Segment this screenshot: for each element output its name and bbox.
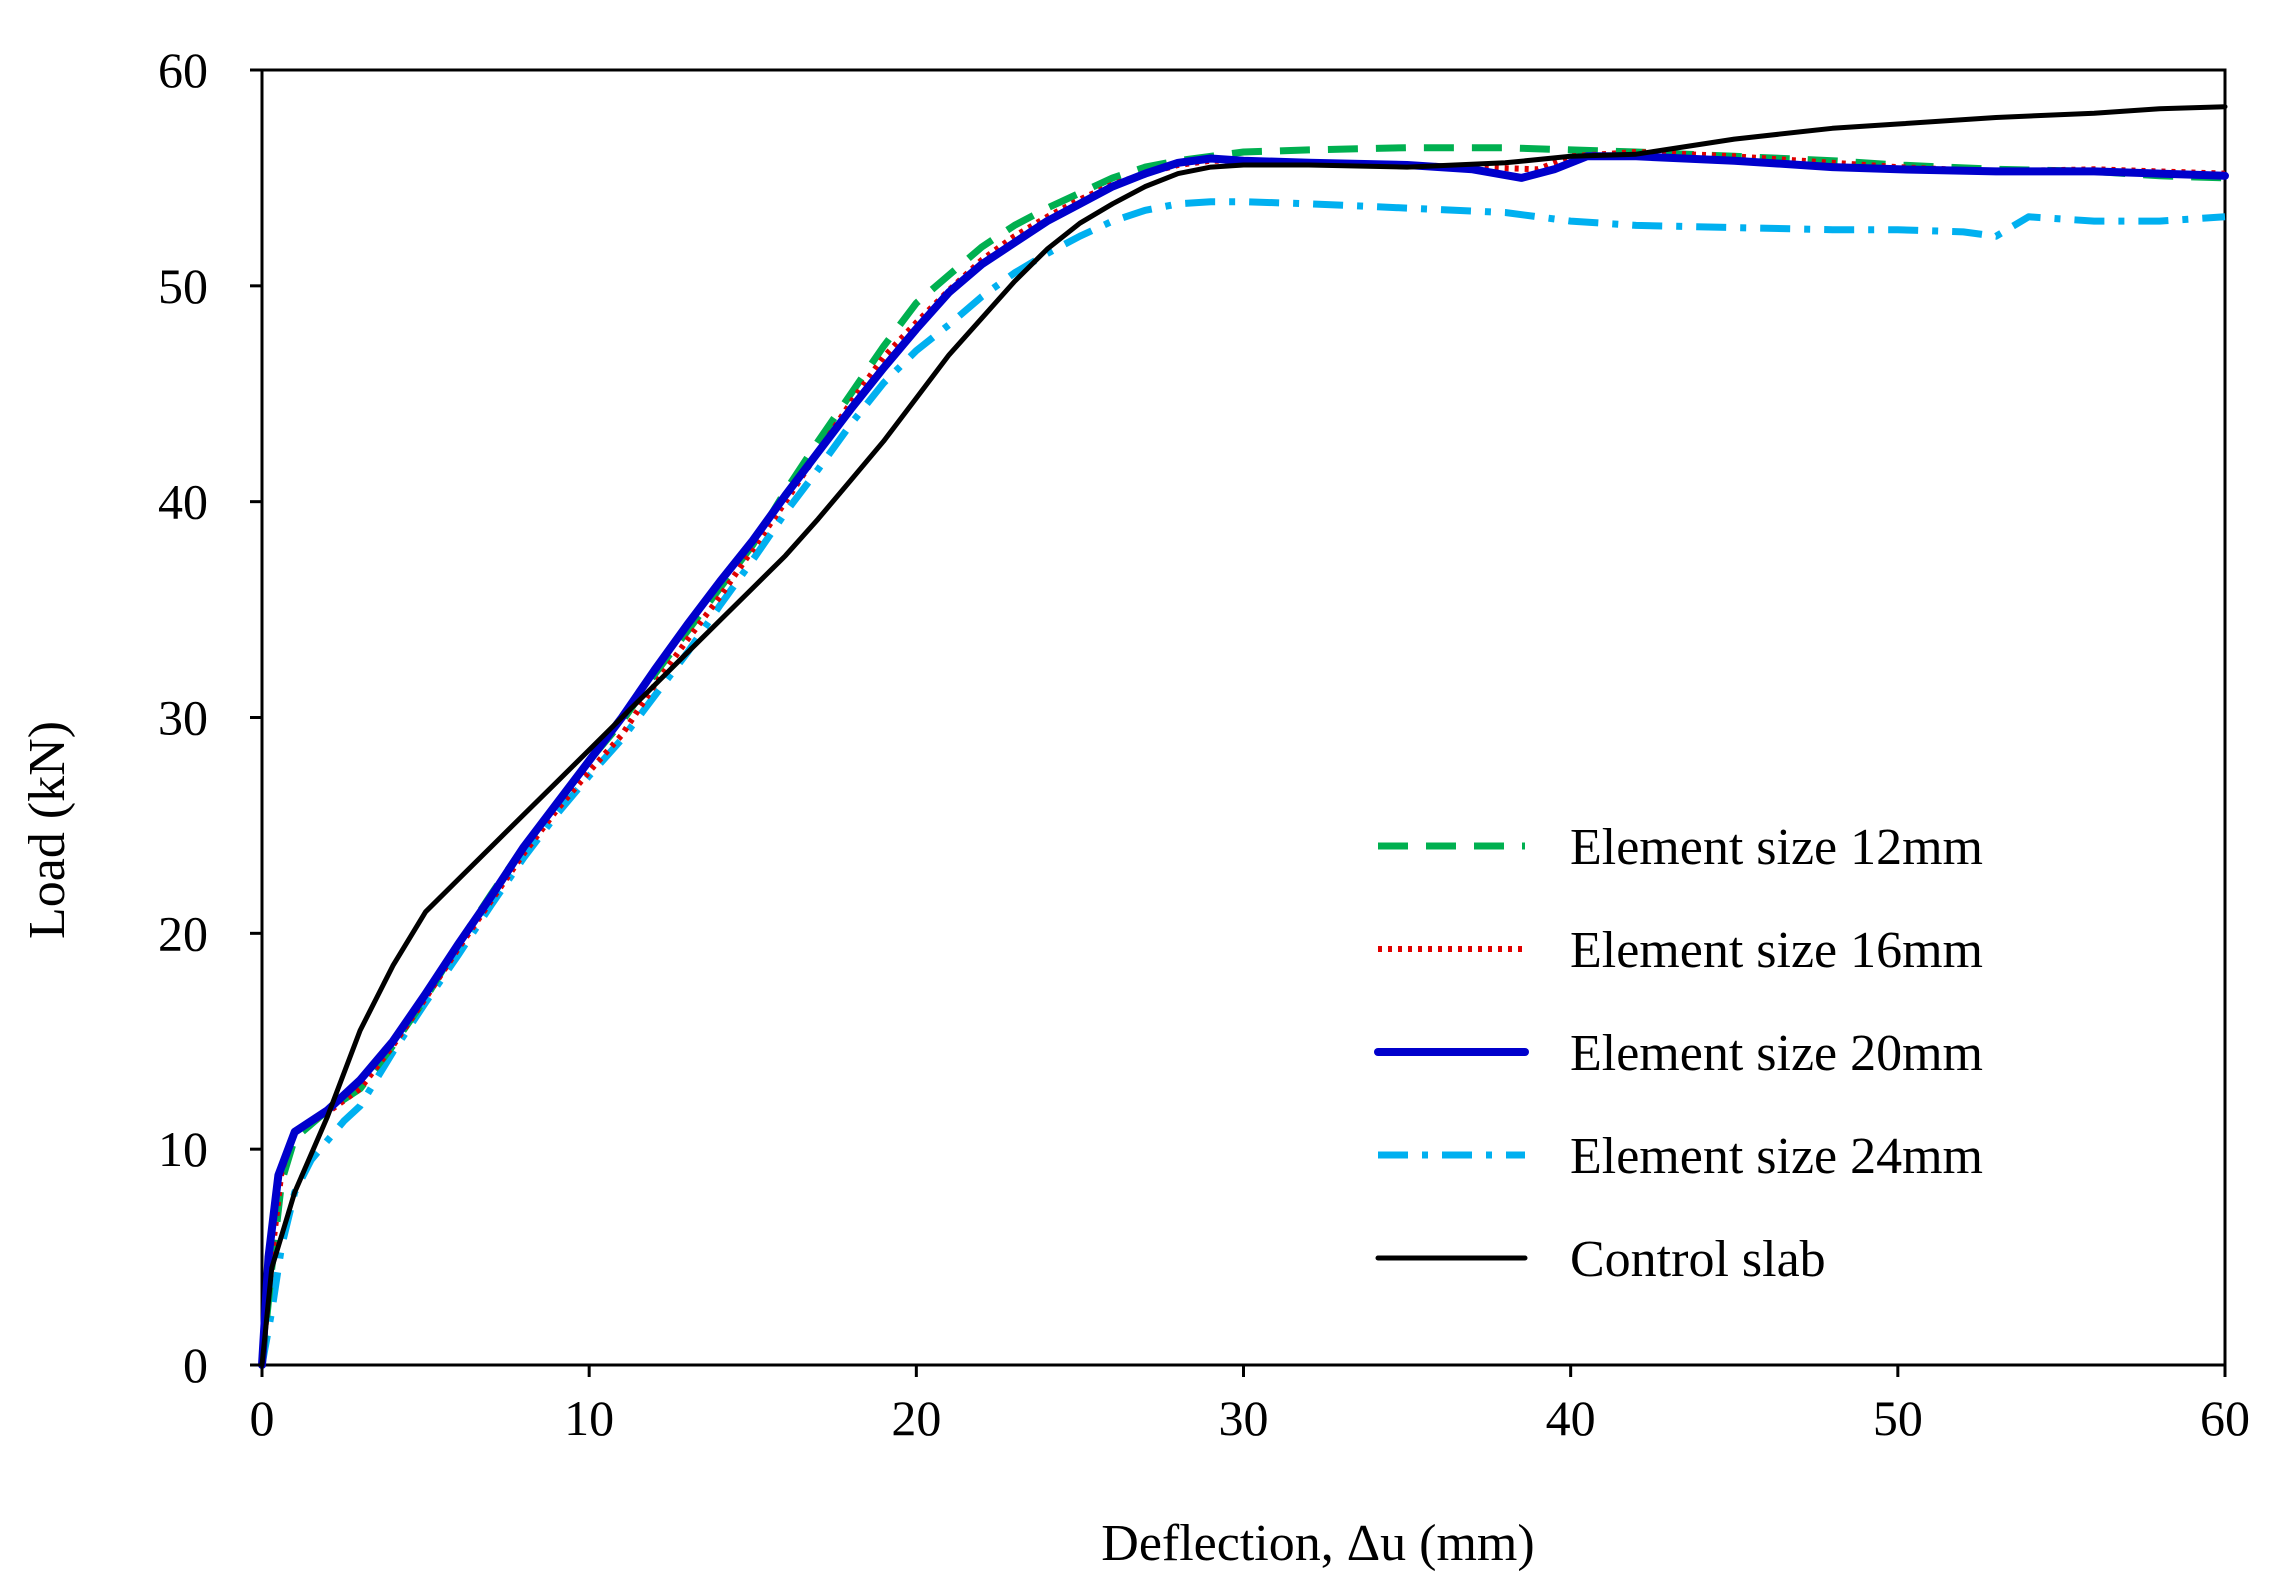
y-axis-title: Load (kN) <box>19 721 76 939</box>
x-tick-label: 30 <box>1219 1390 1269 1446</box>
x-tick-label: 60 <box>2200 1390 2250 1446</box>
y-tick-label: 50 <box>158 258 208 314</box>
y-tick-label: 10 <box>158 1121 208 1177</box>
legend: Element size 12mm Element size 16mm Elemen… <box>1374 819 1983 1288</box>
x-tick-label: 40 <box>1546 1390 1596 1446</box>
y-tick-label: 0 <box>183 1337 208 1393</box>
series-line-3 <box>258 152 2229 1369</box>
y-tick-label: 60 <box>158 42 208 98</box>
legend-label-1: Element size 12mm <box>1570 819 1983 876</box>
series-line-5 <box>259 104 2228 1368</box>
y-tick-label: 20 <box>158 905 208 961</box>
y-tick-label: 40 <box>158 474 208 530</box>
legend-label-2: Element size 16mm <box>1570 922 1983 979</box>
x-tick-label: 50 <box>1873 1390 1923 1446</box>
legend-label-4: Element size 24mm <box>1570 1128 1983 1185</box>
ticks-layer: 0 10 20 30 40 50 60 0 10 20 30 40 50 60 <box>158 42 2250 1446</box>
legend-label-3: Element size 20mm <box>1570 1025 1983 1082</box>
x-tick-label: 0 <box>250 1390 275 1446</box>
x-axis-title: Deflection, Δu (mm) <box>1101 1515 1534 1572</box>
x-tick-label: 20 <box>891 1390 941 1446</box>
x-tick-label: 10 <box>564 1390 614 1446</box>
legend-label-5: Control slab <box>1570 1231 1826 1288</box>
y-tick-label: 30 <box>158 690 208 746</box>
